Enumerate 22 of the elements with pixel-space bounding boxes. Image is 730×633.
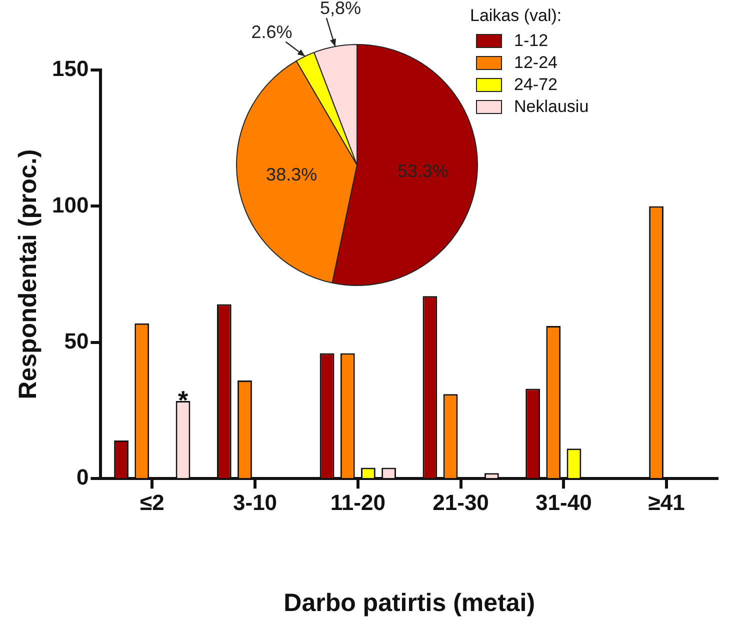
x-tick-label: 11-20: [330, 490, 386, 515]
legend-label: 12-24: [514, 53, 558, 73]
x-axis-title: Darbo patirtis (metai): [284, 588, 536, 617]
legend-label: 24-72: [514, 75, 558, 95]
x-tick-label: 3-10: [233, 490, 278, 515]
x-tick-label: ≤2: [140, 490, 164, 515]
data-label: 5,8%: [320, 0, 361, 18]
legend-label: Neklausiu: [514, 97, 589, 117]
data-label: 53.3%: [397, 160, 448, 181]
y-tick-label: 100: [52, 192, 89, 218]
x-tick-label: 31-40: [536, 490, 592, 515]
y-tick-label: 0: [76, 464, 89, 490]
annotation: *: [178, 385, 189, 416]
legend-label: 1-12: [514, 31, 548, 51]
y-axis-title: Respondentai (proc.): [14, 149, 42, 400]
legend-title: Laikas (val):: [470, 6, 563, 26]
x-tick-label: 21-30: [432, 490, 489, 515]
y-tick-label: 50: [64, 328, 89, 354]
data-label: 2.6%: [251, 22, 292, 42]
x-tick-label: ≥41: [648, 490, 685, 515]
y-tick-label: 150: [52, 56, 89, 82]
data-label: 38.3%: [266, 164, 318, 185]
